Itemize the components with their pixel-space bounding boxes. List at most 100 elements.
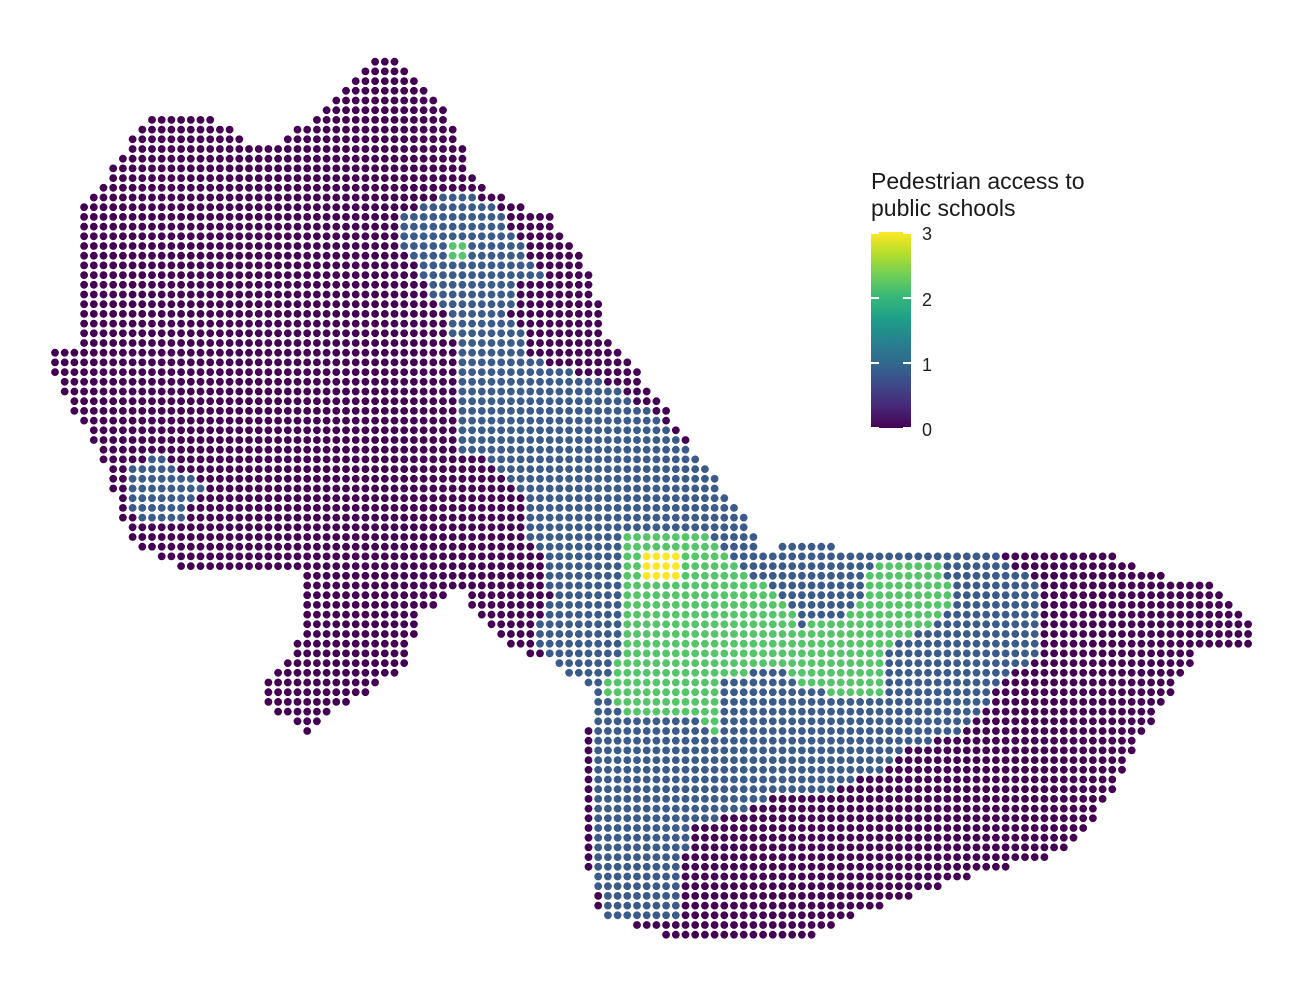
map-dot-level-0 xyxy=(313,407,321,415)
legend-tick-label-1: 1 xyxy=(922,355,933,375)
map-dot-level-0 xyxy=(681,862,690,871)
map-dot-level-0 xyxy=(342,174,350,183)
map-dot-level-1 xyxy=(604,698,612,706)
map-dot-level-0 xyxy=(361,125,370,134)
map-dot-level-1 xyxy=(594,862,603,871)
map-dot-level-0 xyxy=(283,678,292,687)
map-dot-level-0 xyxy=(342,251,350,260)
map-dot-level-0 xyxy=(206,504,215,512)
map-dot-level-1 xyxy=(924,717,932,726)
map-dot-level-0 xyxy=(361,96,370,105)
map-dot-level-0 xyxy=(972,785,981,794)
map-dot-level-1 xyxy=(487,222,496,231)
map-dot-level-0 xyxy=(293,445,302,454)
map-dot-level-0 xyxy=(1069,824,1078,832)
map-dot-level-2 xyxy=(875,620,884,629)
map-dot-level-1 xyxy=(1001,668,1010,677)
map-dot-level-0 xyxy=(361,630,370,638)
map-dot-level-0 xyxy=(885,824,894,832)
map-dot-level-0 xyxy=(1147,707,1155,716)
map-dot-level-1 xyxy=(778,717,787,726)
map-dot-level-1 xyxy=(701,474,709,483)
map-dot-level-1 xyxy=(128,504,137,512)
map-dot-level-1 xyxy=(584,484,593,493)
map-dot-level-0 xyxy=(351,271,360,279)
map-dot-level-1 xyxy=(875,756,884,764)
map-dot-level-0 xyxy=(235,203,244,212)
map-dot-level-1 xyxy=(788,678,797,687)
map-dot-level-1 xyxy=(604,872,612,881)
map-dot-level-1 xyxy=(691,785,700,794)
map-dot-level-1 xyxy=(904,717,913,726)
map-dot-level-1 xyxy=(652,756,661,764)
map-dot-level-0 xyxy=(99,222,108,231)
map-dot-level-0 xyxy=(1069,552,1078,561)
map-dot-level-2 xyxy=(623,581,632,590)
map-dot-level-0 xyxy=(439,523,447,532)
map-dot-level-0 xyxy=(865,804,874,813)
map-dot-level-0 xyxy=(992,688,1000,697)
map-dot-level-1 xyxy=(953,571,961,580)
map-dot-level-1 xyxy=(836,571,845,580)
map-dot-level-0 xyxy=(865,785,874,794)
map-dot-level-1 xyxy=(681,727,690,735)
map-dot-level-0 xyxy=(584,765,593,774)
map-dot-level-1 xyxy=(701,736,709,745)
map-dot-level-0 xyxy=(1059,678,1068,687)
map-dot-level-0 xyxy=(914,756,923,764)
map-dot-level-1 xyxy=(827,581,835,590)
map-dot-level-0 xyxy=(157,310,166,318)
map-dot-level-1 xyxy=(138,465,147,473)
map-dot-level-2 xyxy=(633,620,641,629)
map-dot-level-0 xyxy=(497,591,506,600)
map-dot-level-1 xyxy=(827,591,835,600)
map-dot-level-1 xyxy=(594,843,603,852)
map-dot-level-2 xyxy=(730,630,738,638)
map-dot-level-0 xyxy=(604,368,612,376)
map-dot-level-2 xyxy=(720,659,729,667)
map-dot-level-0 xyxy=(206,154,215,163)
map-dot-level-1 xyxy=(856,591,864,600)
map-dot-level-0 xyxy=(429,523,438,532)
map-dot-level-1 xyxy=(962,639,971,648)
map-dot-level-1 xyxy=(458,319,467,328)
map-dot-level-1 xyxy=(623,775,632,784)
map-dot-level-0 xyxy=(371,280,379,289)
map-dot-level-1 xyxy=(419,242,428,250)
map-dot-level-1 xyxy=(1001,649,1010,658)
map-dot-level-0 xyxy=(206,426,215,435)
map-dot-level-2 xyxy=(623,630,632,638)
map-dot-level-1 xyxy=(652,465,661,473)
map-dot-level-0 xyxy=(371,86,379,95)
map-dot-level-0 xyxy=(458,474,467,483)
map-dot-level-0 xyxy=(157,552,166,561)
map-dot-level-0 xyxy=(798,930,806,939)
map-dot-level-1 xyxy=(652,775,661,784)
map-dot-level-1 xyxy=(933,639,942,648)
map-dot-level-0 xyxy=(390,310,399,318)
map-dot-level-0 xyxy=(410,630,418,638)
map-dot-level-0 xyxy=(1069,717,1078,726)
map-dot-level-0 xyxy=(400,436,409,444)
map-dot-level-1 xyxy=(604,523,612,532)
map-dot-level-0 xyxy=(1098,736,1107,745)
map-dot-level-1 xyxy=(827,707,835,716)
map-dot-level-2 xyxy=(865,639,874,648)
map-dot-level-0 xyxy=(216,164,224,173)
map-dot-level-2 xyxy=(768,639,777,648)
map-dot-level-0 xyxy=(283,174,292,183)
map-dot-level-0 xyxy=(507,601,515,609)
map-dot-level-0 xyxy=(206,484,215,493)
map-dot-level-1 xyxy=(516,416,525,425)
map-dot-level-2 xyxy=(827,678,835,687)
map-dot-level-0 xyxy=(283,271,292,279)
map-dot-level-0 xyxy=(507,639,515,648)
map-dot-level-2 xyxy=(642,542,651,551)
map-dot-level-0 xyxy=(283,145,292,153)
map-dot-level-0 xyxy=(361,494,370,503)
map-dot-level-0 xyxy=(245,271,253,279)
map-dot-level-0 xyxy=(351,465,360,473)
map-dot-level-0 xyxy=(351,552,360,561)
map-dot-level-2 xyxy=(807,630,816,638)
map-dot-level-0 xyxy=(856,804,864,813)
